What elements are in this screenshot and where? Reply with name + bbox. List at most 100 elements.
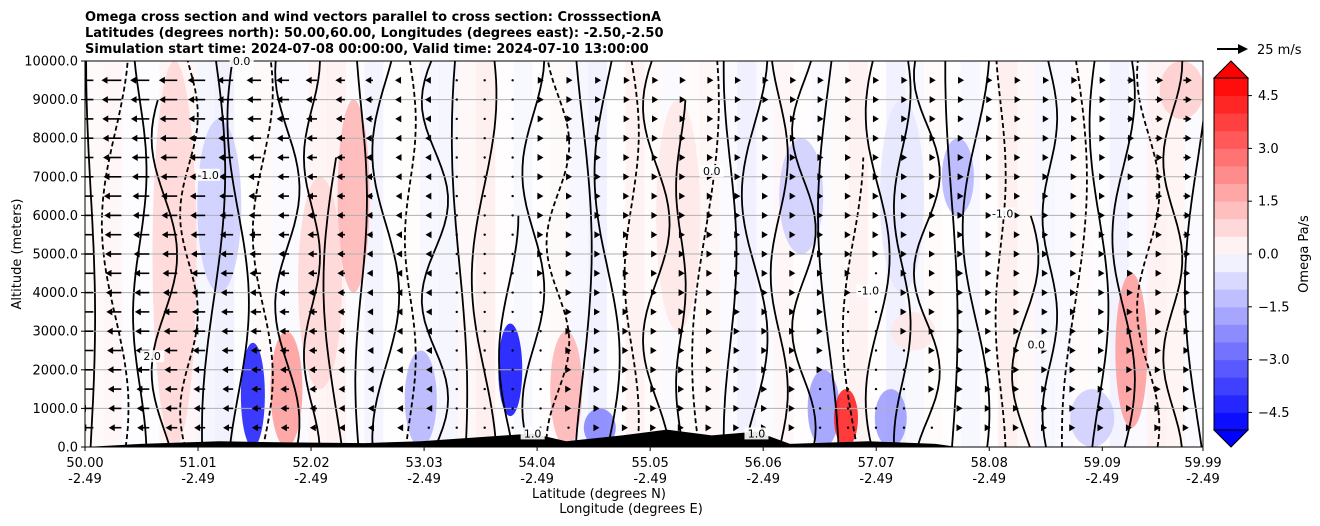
wind-vector-head: [248, 192, 255, 200]
wind-vector-head: [106, 308, 113, 316]
wind-vector: [455, 156, 458, 159]
wind-vector-dot: [455, 368, 458, 371]
wind-vector: [623, 173, 630, 181]
wind-vector-head: [426, 385, 433, 393]
wind-vector: [623, 134, 630, 142]
wind-vector-head: [1126, 347, 1133, 354]
wind-vector-head: [761, 308, 768, 316]
wind-vector-head: [788, 347, 795, 354]
wind-vector: [902, 407, 906, 410]
wind-vector-head: [651, 154, 658, 161]
wind-vector: [279, 347, 290, 354]
wind-vector: [1098, 308, 1105, 316]
wind-vector: [1041, 308, 1048, 316]
wind-vector-dot: [455, 214, 458, 217]
wind-vector: [132, 192, 150, 200]
wind-vector: [1183, 76, 1192, 84]
wind-vector-head: [678, 250, 685, 258]
wind-vector: [511, 194, 514, 198]
wind-vector-head: [844, 173, 851, 181]
wind-vector-head: [762, 192, 769, 200]
wind-vector: [565, 385, 572, 393]
wind-vector: [483, 137, 486, 140]
wind-vector-head: [706, 269, 713, 277]
wind-vector-dot: [539, 349, 542, 352]
wind-vector-head: [593, 366, 600, 374]
wind-vector: [220, 289, 234, 297]
wind-vector-head: [1041, 366, 1048, 374]
wind-vector: [985, 327, 992, 335]
wind-vector: [1014, 154, 1021, 161]
wind-vector-head: [566, 154, 573, 161]
wind-vector: [733, 404, 740, 412]
wind-vector: [873, 76, 880, 84]
wind-vector-dot: [874, 368, 878, 371]
colorbar-band: [1214, 394, 1248, 413]
wind-vector-head: [1127, 250, 1134, 258]
wind-vector: [874, 387, 878, 391]
wind-vector-head: [623, 115, 630, 123]
wind-vector: [1070, 231, 1077, 239]
wind-vector: [958, 76, 965, 84]
wind-vector-dot: [539, 387, 542, 391]
wind-vector: [483, 426, 486, 429]
wind-vector: [900, 231, 907, 239]
wind-vector: [706, 231, 713, 239]
wind-vector-head: [395, 173, 402, 181]
wind-vector: [1014, 76, 1021, 84]
wind-vector: [248, 173, 262, 181]
wind-vector: [845, 76, 852, 84]
wind-vector: [650, 308, 657, 316]
wind-vector-head: [651, 173, 658, 181]
wind-vector: [335, 76, 345, 84]
wind-vector: [706, 308, 713, 316]
contour-label-background: [856, 284, 881, 297]
wind-vector: [594, 173, 601, 181]
wind-vector: [844, 192, 851, 200]
wind-vector: [957, 269, 964, 277]
wind-vector: [511, 117, 514, 121]
wind-vector: [622, 327, 629, 335]
wind-vector: [85, 233, 94, 236]
wind-vector: [707, 96, 714, 104]
wind-vector: [789, 250, 796, 258]
wind-vector: [1127, 154, 1134, 161]
wind-vector: [163, 327, 178, 335]
wind-vector-head: [425, 250, 432, 258]
wind-vector-dot: [455, 407, 458, 410]
wind-vector-head: [844, 289, 851, 297]
wind-vector-dot: [846, 426, 850, 429]
wind-vector-head: [845, 96, 852, 104]
wind-vector: [537, 134, 544, 142]
wind-vector: [929, 134, 936, 142]
wind-vector: [338, 347, 345, 354]
wind-vector-head: [816, 327, 823, 335]
wind-vector: [928, 269, 935, 277]
colorbar-band: [1214, 166, 1248, 185]
wind-vector-head: [335, 115, 342, 123]
contour-label: 0.0: [233, 55, 251, 68]
wind-vector-head: [900, 231, 907, 239]
wind-vector-head: [678, 269, 685, 277]
wind-vector-head: [307, 269, 314, 277]
wind-vector: [874, 272, 878, 275]
wind-vector-head: [956, 424, 963, 432]
wind-vector: [844, 173, 851, 181]
wind-vector: [217, 115, 234, 123]
wind-vector: [1014, 192, 1021, 200]
wind-vector: [278, 231, 290, 239]
wind-vector-head: [1126, 289, 1133, 297]
wind-vector: [192, 347, 206, 354]
wind-vector: [623, 192, 630, 200]
wind-vector-head: [1183, 385, 1190, 393]
wind-vector-head: [929, 250, 936, 258]
wind-vector-head: [873, 96, 880, 104]
wind-vector: [900, 269, 907, 277]
wind-vector: [650, 366, 657, 374]
wind-vector: [1012, 404, 1019, 412]
wind-vector-head: [366, 289, 373, 297]
wind-vector-head: [1099, 173, 1106, 181]
wind-vector-head: [425, 231, 432, 239]
wind-vector: [1012, 424, 1019, 432]
wind-vector-head: [337, 327, 344, 335]
